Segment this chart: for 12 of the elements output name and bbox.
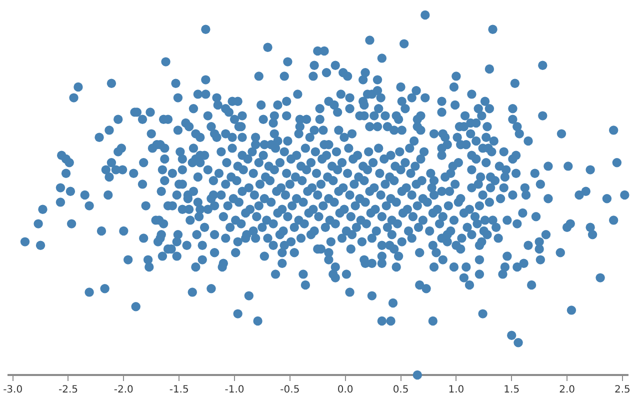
x-tick-label: 0.0 <box>337 384 354 396</box>
x-tick-label: -1.0 <box>224 384 244 396</box>
x-tick-label: 2.0 <box>559 384 575 396</box>
x-tick-label: -2.0 <box>114 384 134 396</box>
x-tick-label: -3.0 <box>3 384 23 396</box>
x-tick-label: -2.5 <box>58 384 78 396</box>
x-tick-label: 1.0 <box>448 384 464 396</box>
x-tick-label: -0.5 <box>280 384 300 396</box>
x-tick-label: 1.5 <box>504 384 520 396</box>
x-tick-label: 0.5 <box>392 384 409 396</box>
x-tick-label: -1.5 <box>169 384 189 396</box>
x-tick-label: 2.5 <box>614 384 630 396</box>
